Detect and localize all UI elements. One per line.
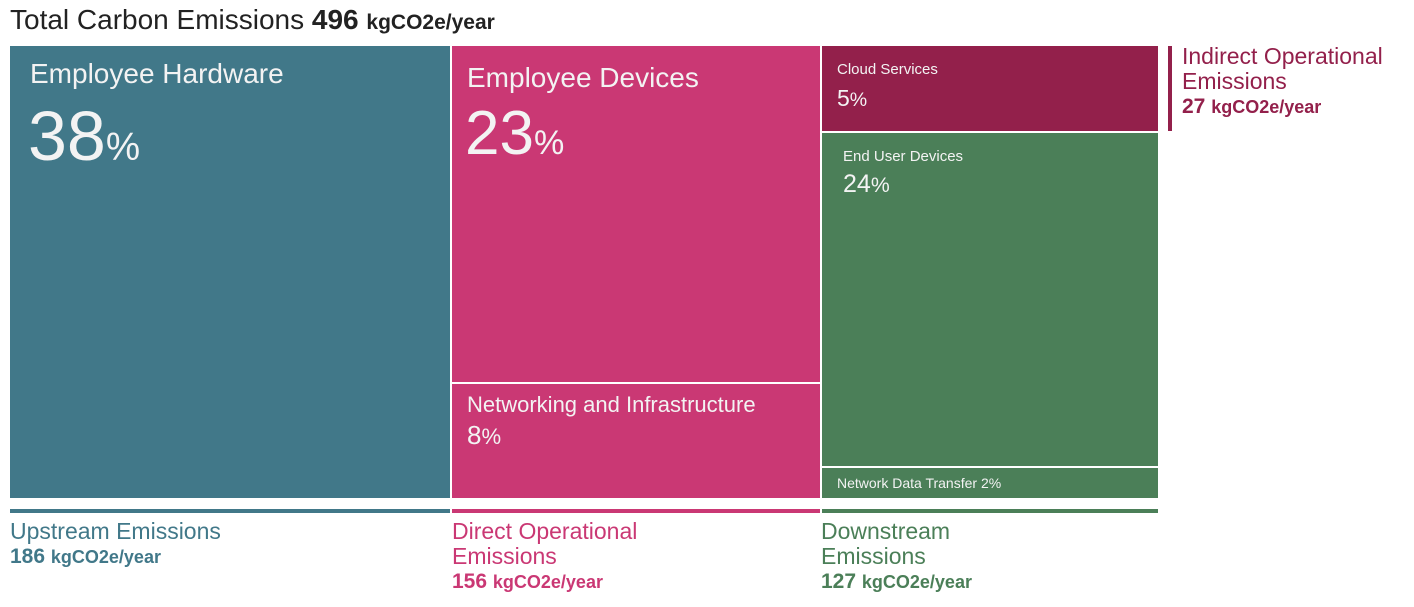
tile-label: Employee Hardware xyxy=(30,58,284,89)
tile-networking-infrastructure[interactable]: Networking and Infrastructure 8% xyxy=(452,384,820,498)
tile-employee-hardware[interactable]: Employee Hardware 38% xyxy=(10,46,450,498)
tile-percent: 5% xyxy=(837,85,868,111)
tile-label: Networking and Infrastructure xyxy=(467,392,756,417)
tile-end-user-devices[interactable]: End User Devices 24% xyxy=(822,133,1158,466)
title-unit: kgCO2e/year xyxy=(366,11,495,34)
tile-percent: 23% xyxy=(465,99,565,168)
tile-label: End User Devices xyxy=(843,148,964,165)
title-total-value: 496 xyxy=(311,4,359,35)
tile-label: Network Data Transfer 2% xyxy=(837,475,1002,491)
group-band-upstream xyxy=(10,509,450,513)
group-value-direct: 156 kgCO2e/year xyxy=(452,570,603,593)
tile-network-data-transfer[interactable]: Network Data Transfer 2% xyxy=(822,468,1158,498)
group-band-downstream xyxy=(822,509,1158,513)
group-label-upstream: Upstream Emissions xyxy=(10,518,221,544)
group-label-direct: Direct Operational Emissions xyxy=(452,518,638,569)
group-value-upstream: 186 kgCO2e/year xyxy=(10,545,161,568)
group-label-downstream: Downstream Emissions xyxy=(821,518,951,569)
group-value-indirect: 27 kgCO2e/year xyxy=(1182,95,1322,118)
tile-label: Employee Devices xyxy=(467,62,699,93)
group-band-direct xyxy=(452,509,820,513)
tile-percent: 24% xyxy=(843,170,890,198)
group-value-downstream: 127 kgCO2e/year xyxy=(821,570,972,593)
tile-cloud-services[interactable]: Cloud Services 5% xyxy=(822,46,1158,131)
tile-employee-devices[interactable]: Employee Devices 23% xyxy=(452,46,820,382)
title-label: Total Carbon Emissions xyxy=(10,4,305,35)
group-band-indirect xyxy=(1168,46,1172,131)
chart-title: Total Carbon Emissions 496 kgCO2e/year xyxy=(10,4,495,36)
group-label-indirect: Indirect Operational Emissions xyxy=(1182,43,1383,94)
tile-percent: 38% xyxy=(28,97,141,175)
tile-percent: 8% xyxy=(467,420,502,450)
tile-label: Cloud Services xyxy=(837,61,938,78)
